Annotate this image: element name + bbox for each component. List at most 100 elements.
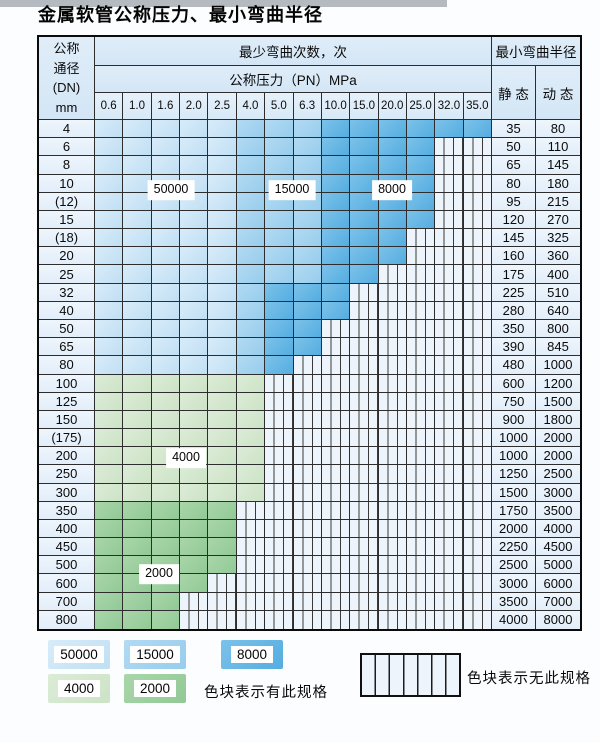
cell-no-spec (236, 501, 266, 520)
cell-spec-50000 (123, 265, 152, 284)
cell-spec-8000 (321, 210, 351, 230)
cell-no-spec (265, 501, 294, 520)
cell-spec-50000 (180, 210, 209, 230)
cell-spec-15000 (236, 156, 266, 175)
cell-no-spec (406, 374, 436, 393)
cell-spec-2000 (95, 610, 124, 629)
cell-spec-4000 (151, 410, 181, 430)
cell-no-spec (350, 301, 379, 320)
cell-spec-4000 (123, 429, 152, 448)
cell-spec-2000 (151, 592, 181, 611)
row-static-value: 3000 (492, 574, 536, 593)
cell-no-spec (236, 574, 266, 593)
cell-no-spec (435, 592, 464, 611)
cell-no-spec (378, 356, 407, 375)
cell-spec-50000 (123, 229, 152, 248)
cell-no-spec (321, 447, 351, 466)
cell-spec-2000 (123, 501, 152, 520)
cell-spec-15000 (265, 138, 294, 157)
legend-swatch-label: 4000 (57, 680, 101, 697)
cell-spec-15000 (293, 138, 322, 157)
cell-no-spec (265, 519, 294, 539)
cell-spec-50000 (123, 338, 152, 357)
cell-spec-50000 (151, 120, 181, 139)
cell-no-spec (378, 429, 407, 448)
row-dynamic-value: 145 (536, 156, 580, 175)
cell-spec-8000 (321, 156, 351, 175)
cell-no-spec (350, 592, 379, 611)
header-pn-value: 35.0 (463, 93, 492, 120)
cell-spec-4000 (95, 447, 124, 466)
cell-spec-50000 (208, 210, 237, 230)
cell-spec-2000 (123, 610, 152, 629)
cell-spec-50000 (208, 265, 237, 284)
cell-no-spec (236, 538, 266, 557)
cell-no-spec (463, 483, 492, 502)
cell-no-spec (463, 192, 492, 211)
legend-swatch-15000: 15000 (124, 640, 186, 669)
cell-spec-50000 (123, 283, 152, 302)
header-pn-value: 25.0 (406, 93, 436, 120)
cell-spec-2000 (95, 556, 124, 575)
cell-no-spec (378, 265, 407, 284)
cell-spec-8000 (350, 265, 379, 284)
cell-spec-50000 (208, 120, 237, 139)
cell-spec-4000 (95, 465, 124, 484)
row-dynamic-value: 8000 (536, 610, 580, 629)
cell-spec-50000 (151, 210, 181, 230)
cell-spec-15000 (236, 210, 266, 230)
row-static-value: 95 (492, 192, 536, 211)
cell-no-spec (208, 592, 237, 611)
cell-no-spec (265, 556, 294, 575)
cell-no-spec (435, 283, 464, 302)
cell-no-spec (463, 338, 492, 357)
cell-no-spec (321, 356, 351, 375)
cell-no-spec (378, 301, 407, 320)
legend-swatch-label: 50000 (54, 646, 104, 663)
cell-no-spec (321, 556, 351, 575)
cell-no-spec (378, 392, 407, 411)
cell-spec-15000 (236, 174, 266, 193)
cell-no-spec (435, 174, 464, 193)
cell-spec-50000 (208, 156, 237, 175)
cell-no-spec (350, 538, 379, 557)
row-static-value: 80 (492, 174, 536, 193)
cell-no-spec (321, 429, 351, 448)
cell-no-spec (321, 483, 351, 502)
row-dn-label: 100 (39, 374, 95, 393)
cell-no-spec (350, 556, 379, 575)
cell-no-spec (435, 410, 464, 430)
cell-spec-8000 (350, 210, 379, 230)
cell-spec-4000 (208, 429, 237, 448)
cell-spec-8000 (378, 120, 407, 139)
cell-spec-2000 (151, 610, 181, 629)
cell-spec-15000 (293, 210, 322, 230)
row-static-value: 350 (492, 319, 536, 339)
header-min-bend-radius: 最小弯曲半径 (492, 37, 580, 66)
legend-swatch-2000: 2000 (124, 674, 186, 703)
cell-spec-4000 (95, 483, 124, 502)
cell-spec-4000 (123, 465, 152, 484)
cell-no-spec (293, 374, 322, 393)
cell-spec-4000 (236, 447, 266, 466)
cell-no-spec (435, 247, 464, 266)
cell-no-spec (293, 410, 322, 430)
cell-no-spec (378, 574, 407, 593)
cell-spec-15000 (236, 247, 266, 266)
cell-no-spec (406, 356, 436, 375)
cell-spec-50000 (208, 247, 237, 266)
row-dynamic-value: 4000 (536, 519, 580, 539)
cell-no-spec (406, 301, 436, 320)
cell-spec-50000 (123, 156, 152, 175)
row-static-value: 1750 (492, 501, 536, 520)
cell-spec-8000 (435, 120, 464, 139)
cell-spec-8000 (406, 120, 436, 139)
cell-no-spec (463, 447, 492, 466)
cell-spec-50000 (123, 210, 152, 230)
row-static-value: 65 (492, 156, 536, 175)
row-dynamic-value: 7000 (536, 592, 580, 611)
cell-no-spec (378, 465, 407, 484)
cell-no-spec (293, 538, 322, 557)
cell-no-spec (435, 265, 464, 284)
cell-spec-2000 (180, 556, 209, 575)
